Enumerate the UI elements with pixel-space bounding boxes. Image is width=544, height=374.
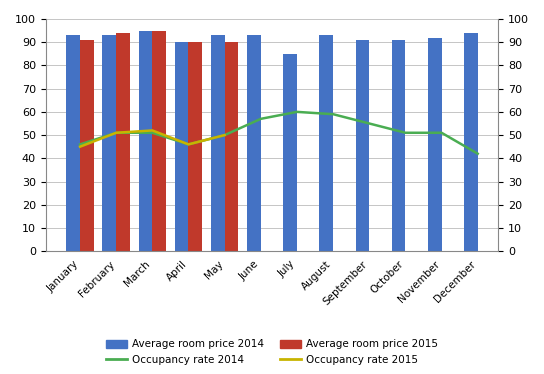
Bar [66, 35, 80, 251]
Bar [188, 42, 202, 251]
Bar [392, 40, 405, 251]
Bar [175, 42, 188, 251]
Bar [283, 54, 297, 251]
Bar [356, 40, 369, 251]
Bar [139, 31, 152, 251]
Bar [464, 33, 478, 251]
Bar [80, 40, 94, 251]
Legend: Average room price 2014, Occupancy rate 2014, Average room price 2015, Occupancy: Average room price 2014, Occupancy rate … [102, 335, 442, 369]
Bar [152, 31, 166, 251]
Bar [211, 35, 225, 251]
Bar [102, 35, 116, 251]
Bar [225, 42, 238, 251]
Bar [428, 37, 442, 251]
Bar [247, 35, 261, 251]
Bar [319, 35, 333, 251]
Bar [116, 33, 130, 251]
